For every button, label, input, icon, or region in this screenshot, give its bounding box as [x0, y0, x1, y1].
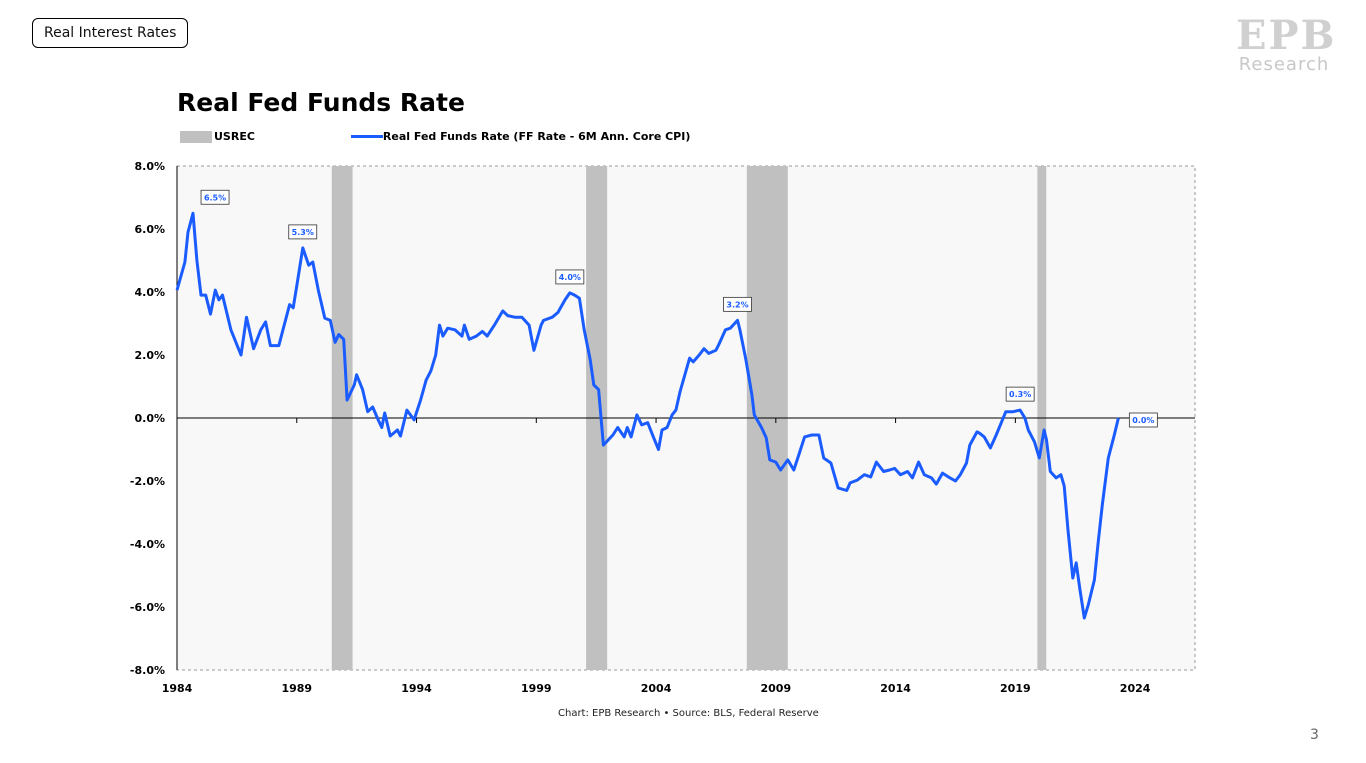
- x-tick-label: 1994: [401, 682, 432, 695]
- x-tick-label: 1999: [521, 682, 552, 695]
- logo-text: Research: [1238, 54, 1330, 75]
- y-tick-label: 2.0%: [134, 349, 165, 362]
- annotation-box: [200, 189, 230, 205]
- legend-swatch-recession: [180, 130, 212, 143]
- annotation-label: 6.5%: [204, 193, 226, 202]
- x-tick-label: 2009: [761, 682, 792, 695]
- epb-logo: EPB Research: [1236, 12, 1337, 76]
- real-fed-funds-line: [175, 211, 1120, 620]
- annotation-label: 4.0%: [559, 273, 581, 282]
- annotation-box: [1128, 412, 1158, 428]
- x-tick-label: 1989: [281, 682, 312, 695]
- logo-mark: EPB: [1236, 12, 1337, 59]
- annotation-label: 5.3%: [292, 228, 314, 237]
- y-tick-label: 0.0%: [134, 412, 165, 425]
- x-tick-label: 2014: [880, 682, 911, 695]
- annotation-label: 0.3%: [1009, 390, 1031, 399]
- y-tick-label: 6.0%: [134, 223, 165, 236]
- y-tick-label: 8.0%: [134, 160, 165, 173]
- y-tick-label: -4.0%: [130, 538, 165, 551]
- legend-swatch-line: [350, 135, 383, 138]
- page-number: 3: [1310, 727, 1319, 743]
- x-tick-label: 2024: [1120, 682, 1151, 695]
- x-tick-label: 2004: [641, 682, 672, 695]
- legend-label-line: Real Fed Funds Rate (FF Rate - 6M Ann. C…: [382, 130, 691, 143]
- y-tick-label: -2.0%: [130, 475, 165, 488]
- chart-source: Chart: EPB Research • Source: BLS, Feder…: [558, 708, 819, 719]
- y-tick-label: -6.0%: [130, 601, 165, 614]
- y-tick-label: -8.0%: [130, 664, 165, 677]
- legend: USREC Real Fed Funds Rate (FF Rate - 6M …: [180, 130, 690, 143]
- section-tag: Real Interest Rates: [32, 18, 189, 48]
- annotation-box: [288, 224, 318, 240]
- annotation-box: [723, 296, 752, 312]
- y-tick-label: 4.0%: [134, 286, 165, 299]
- x-tick-label: 1984: [162, 682, 193, 695]
- annotation-label: 0.0%: [1132, 416, 1154, 425]
- legend-label-recession: USREC: [214, 130, 255, 143]
- annotation-label: 3.2%: [726, 300, 748, 309]
- chart-title: Real Fed Funds Rate: [177, 88, 465, 117]
- annotation-box: [555, 269, 585, 285]
- annotation-box: [1005, 386, 1035, 402]
- x-tick-label: 2019: [1000, 682, 1031, 695]
